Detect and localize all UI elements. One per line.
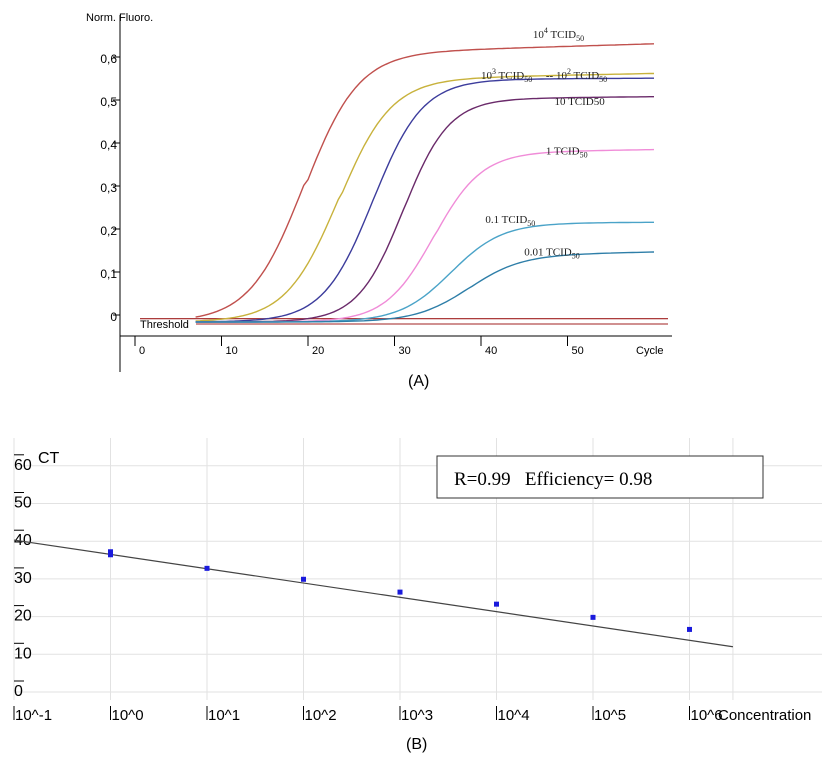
b-points-group (108, 549, 692, 632)
a-y-tick-label: 0,5 (100, 95, 117, 109)
a-series-annotation: 0.01 TCID50 (524, 246, 579, 260)
b-grid (13, 438, 822, 700)
a-series-annotation: 103 TCID50 (481, 67, 532, 84)
b-x-tick-label: 10^6 (691, 707, 723, 724)
b-fit-line (13, 539, 734, 648)
a-series-line (195, 251, 655, 323)
panel-label-b: (B) (406, 736, 428, 753)
a-y-tick-label: 0,1 (100, 267, 117, 281)
a-y-tick-label: 0 (110, 310, 117, 324)
standard-curve-chart: 0 10 20 30 40 50 60 10^-1 10^0 10^1 10^2 10^3 10^4 10… (13, 438, 822, 724)
b-y-tick-label: 10 (14, 645, 32, 662)
a-x-tick-label: 30 (399, 345, 411, 357)
panel-label-a: (A) (408, 373, 430, 390)
b-data-point (494, 601, 499, 607)
a-series-annotation: 10 TCID50 (555, 96, 606, 108)
b-x-tick-label: 10^0 (112, 707, 144, 724)
b-x-tick-label: 10^-1 (15, 707, 52, 724)
b-x-axis-title: Concentration (718, 707, 811, 724)
a-series-annotation: 1 TCID50 (546, 145, 588, 159)
a-series-line (195, 221, 654, 323)
b-y-tick-label: 50 (14, 495, 32, 512)
b-y-tick-label: 20 (14, 608, 32, 625)
b-axis-ticks: 0 10 20 30 40 50 60 10^-1 10^0 10^1 10^2 10^3 10^4 10… (13, 454, 723, 724)
a-threshold-label: Threshold (140, 319, 189, 331)
b-data-point (687, 626, 692, 632)
b-x-tick-label: 10^1 (208, 707, 240, 724)
a-series-annotation: 104 TCID50 (533, 26, 584, 43)
b-data-point (590, 614, 596, 620)
a-x-tick-label: 40 (485, 345, 497, 357)
a-series-annotation: -- 102 TCID50 (546, 67, 607, 84)
a-annotations-group: 104 TCID50 103 TCID50 -- 102 TCID50 10 TCID… (481, 26, 607, 260)
a-x-tick-label: 50 (572, 345, 584, 357)
b-data-point (204, 565, 210, 571)
b-data-point (108, 552, 113, 558)
a-series-line (195, 72, 654, 322)
b-x-tick-label: 10^4 (498, 707, 530, 724)
a-x-axis-title: Cycle (636, 345, 664, 357)
b-x-tick-label: 10^3 (401, 707, 433, 724)
b-data-point (301, 576, 306, 582)
a-series-line (195, 77, 654, 323)
b-y-tick-label: 0 (14, 683, 23, 700)
a-x-tick-label: 20 (312, 345, 324, 357)
b-data-point (397, 589, 403, 595)
b-stats-text: R=0.99 Efficiency= 0.98 (454, 469, 652, 490)
a-y-tick-label: 0,3 (100, 181, 117, 195)
a-y-tick-label: 0,2 (100, 224, 117, 238)
a-x-tick-label: 10 (226, 345, 238, 357)
b-y-axis-title: CT (38, 450, 60, 467)
a-series-annotation: 0.1 TCID50 (485, 214, 535, 228)
a-y-tick-label: 0,6 (100, 52, 117, 66)
a-y-axis-title: Norm. Fluoro. (86, 12, 153, 24)
b-stats-box (436, 455, 764, 499)
a-axis-ticks: 0 10 20 30 40 50 0 0,1 0,2 0,3 0,4 0,5 0,6 (100, 52, 583, 357)
amplification-chart: 0 10 20 30 40 50 0 0,1 0,2 0,3 0,4 0,5 0,6 Threshold… (86, 12, 672, 372)
a-y-tick-label: 0,4 (100, 138, 117, 152)
b-x-tick-label: 10^5 (594, 707, 626, 724)
a-series-group (195, 43, 655, 323)
a-series-line (195, 43, 655, 318)
b-x-tick-label: 10^2 (305, 707, 337, 724)
b-y-tick-label: 60 (14, 457, 32, 474)
b-y-tick-label: 30 (14, 570, 32, 587)
b-y-tick-label: 40 (14, 532, 32, 549)
a-threshold-group: Threshold (140, 318, 668, 331)
a-series-line (195, 96, 654, 323)
b-data-point (108, 549, 113, 555)
a-x-tick-label: 0 (139, 345, 145, 357)
